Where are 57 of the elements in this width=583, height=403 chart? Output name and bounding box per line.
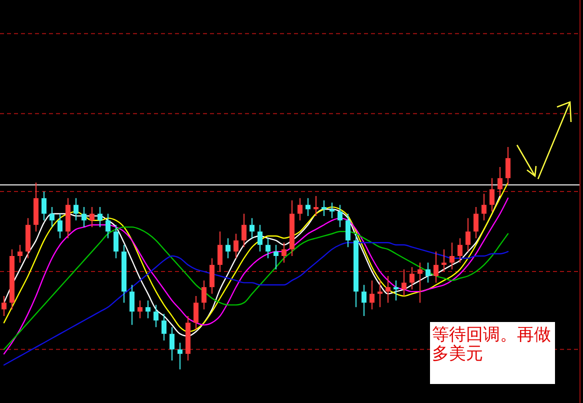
- candlestick: [114, 224, 118, 259]
- candlestick: [74, 198, 78, 221]
- annotation: 等待回调。再做多美元: [432, 325, 551, 364]
- candlestick: [498, 166, 502, 196]
- candlestick: [282, 242, 286, 264]
- candlestick: [442, 248, 446, 272]
- candlestick: [90, 206, 94, 228]
- candlestick: [370, 280, 374, 310]
- candlestick: [306, 198, 310, 216]
- candlestick: [466, 218, 470, 252]
- candlestick: [58, 213, 62, 239]
- candlestick: [434, 251, 438, 284]
- candlestick: [410, 266, 414, 290]
- candlestick: [226, 238, 230, 259]
- candlestick: [210, 258, 214, 294]
- candlestick: [402, 268, 406, 297]
- candlestick: [18, 244, 22, 264]
- candlestick: [170, 326, 174, 362]
- candlestick: [162, 313, 166, 342]
- candlestick: [242, 213, 246, 248]
- candlestick: [202, 280, 206, 310]
- candlestick: [218, 231, 222, 272]
- candlestick: [298, 198, 302, 221]
- candlestick: [130, 284, 134, 326]
- candlestick: [258, 224, 262, 252]
- candlestick: [458, 238, 462, 264]
- candlestick: [106, 213, 110, 239]
- candlestick: [314, 195, 318, 216]
- candlestick: [82, 206, 86, 228]
- candlestick: [266, 238, 270, 259]
- candlestick: [2, 296, 6, 317]
- candlestick: [378, 280, 382, 308]
- candlestick: [394, 280, 398, 301]
- candlestick: [178, 342, 182, 370]
- candlestick: [330, 202, 334, 219]
- candlestick: [250, 218, 254, 239]
- candlestick: [418, 262, 422, 304]
- candlestick: [138, 300, 142, 319]
- candlestick: [42, 190, 46, 221]
- candlestick: [362, 284, 366, 317]
- candlestick: [346, 213, 350, 248]
- candlestick: [98, 206, 102, 228]
- candlestick: [234, 233, 238, 259]
- candlestick: [154, 304, 158, 328]
- candlestick: [490, 178, 494, 212]
- candlestick: [506, 146, 510, 186]
- candlestick: [322, 200, 326, 216]
- candlestick: [50, 206, 54, 228]
- candlestick: [474, 206, 478, 239]
- candlestick: [146, 300, 150, 319]
- candlestick: [426, 262, 430, 284]
- candlestick: [194, 296, 198, 330]
- candlestick: [450, 242, 454, 270]
- candlestick: [338, 204, 342, 228]
- candlestick: [482, 193, 486, 221]
- candlestick: [386, 276, 390, 304]
- candlestick: [274, 244, 278, 270]
